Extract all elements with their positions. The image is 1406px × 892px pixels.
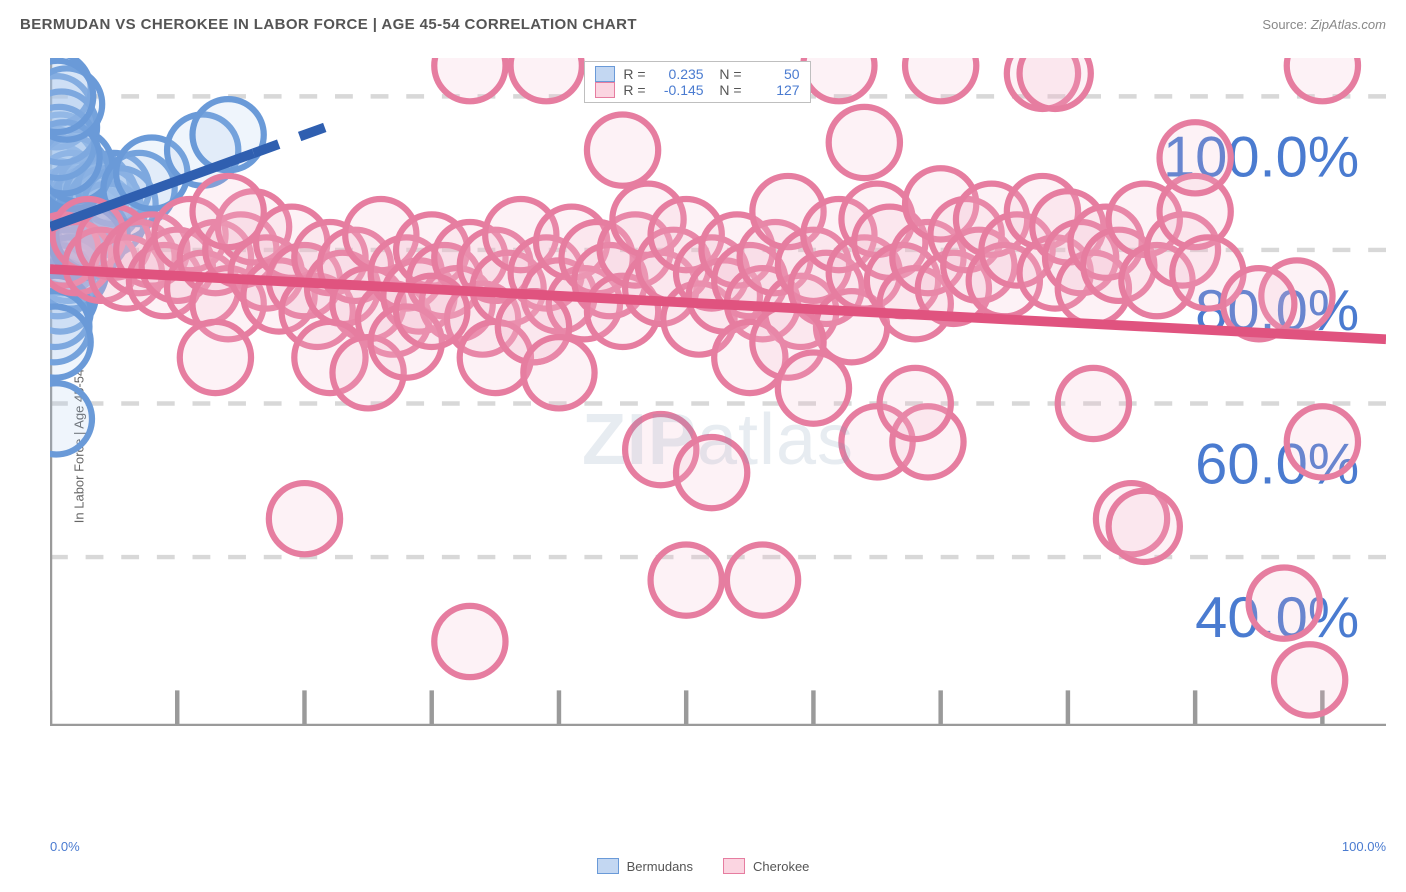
scatter-point-cherokee bbox=[880, 368, 951, 439]
stats-n-value-cherokee: 127 bbox=[750, 82, 800, 98]
legend-label-bermudans: Bermudans bbox=[627, 859, 693, 874]
swatch-bermudans bbox=[595, 66, 615, 82]
legend-item-bermudans: Bermudans bbox=[597, 858, 693, 874]
scatter-point-cherokee bbox=[1058, 368, 1129, 439]
scatter-point-bermudans bbox=[50, 383, 92, 454]
scatter-point-cherokee bbox=[511, 58, 582, 101]
scatter-svg: 40.0%60.0%80.0%100.0% bbox=[50, 58, 1386, 726]
scatter-point-cherokee bbox=[727, 544, 798, 615]
scatter-point-cherokee bbox=[829, 107, 900, 178]
scatter-point-cherokee bbox=[1109, 491, 1180, 562]
scatter-point-cherokee bbox=[269, 483, 340, 554]
scatter-point-cherokee bbox=[434, 58, 505, 101]
scatter-point-bermudans bbox=[50, 306, 91, 377]
plot-area: 40.0%60.0%80.0%100.0% ZIPatlas R =0.235 … bbox=[50, 58, 1386, 822]
scatter-point-cherokee bbox=[434, 606, 505, 677]
legend-swatch-cherokee bbox=[723, 858, 745, 874]
stats-r-value-cherokee: -0.145 bbox=[654, 82, 704, 98]
legend-label-cherokee: Cherokee bbox=[753, 859, 809, 874]
x-axis-max-label: 100.0% bbox=[1342, 839, 1386, 854]
stats-n-label: N = bbox=[712, 82, 742, 98]
scatter-point-cherokee bbox=[1249, 568, 1320, 639]
scatter-point-cherokee bbox=[180, 322, 251, 393]
stats-r-label: R = bbox=[623, 82, 645, 98]
stats-r-label: R = bbox=[623, 66, 645, 82]
header: BERMUDAN VS CHEROKEE IN LABOR FORCE | AG… bbox=[0, 0, 1406, 48]
legend-swatch-bermudans bbox=[597, 858, 619, 874]
source-label: Source: bbox=[1262, 17, 1307, 32]
legend-item-cherokee: Cherokee bbox=[723, 858, 809, 874]
stats-r-value-bermudans: 0.235 bbox=[654, 66, 704, 82]
stats-row-cherokee: R = -0.145 N = 127 bbox=[595, 82, 799, 98]
scatter-point-cherokee bbox=[905, 58, 976, 101]
scatter-point-cherokee bbox=[523, 337, 594, 408]
stats-n-value-bermudans: 50 bbox=[750, 66, 800, 82]
scatter-point-cherokee bbox=[1287, 406, 1358, 477]
scatter-point-cherokee bbox=[651, 544, 722, 615]
trend-line-dash-bermudans bbox=[254, 121, 343, 153]
swatch-cherokee bbox=[595, 82, 615, 98]
scatter-point-cherokee bbox=[778, 353, 849, 424]
source-value: ZipAtlas.com bbox=[1311, 17, 1386, 32]
scatter-point-cherokee bbox=[676, 437, 747, 508]
x-axis-min-label: 0.0% bbox=[50, 839, 80, 854]
scatter-point-cherokee bbox=[587, 115, 658, 186]
source-attribution: Source: ZipAtlas.com bbox=[1262, 17, 1386, 32]
scatter-point-cherokee bbox=[193, 176, 264, 247]
scatter-point-cherokee bbox=[803, 58, 874, 101]
stats-row-bermudans: R = 0.235 N = 50 bbox=[595, 66, 799, 82]
chart-container: BERMUDAN VS CHEROKEE IN LABOR FORCE | AG… bbox=[0, 0, 1406, 892]
stats-n-label: N = bbox=[712, 66, 742, 82]
scatter-point-cherokee bbox=[1287, 58, 1358, 101]
scatter-point-cherokee bbox=[1160, 122, 1231, 193]
scatter-point-bermudans bbox=[50, 61, 93, 132]
scatter-point-cherokee bbox=[1020, 58, 1091, 109]
scatter-point-cherokee bbox=[1274, 644, 1345, 715]
chart-title: BERMUDAN VS CHEROKEE IN LABOR FORCE | AG… bbox=[20, 16, 637, 33]
bottom-legend: Bermudans Cherokee bbox=[0, 858, 1406, 874]
stats-legend-box: R = 0.235 N = 50 R = -0.145 N = 127 bbox=[584, 61, 810, 103]
